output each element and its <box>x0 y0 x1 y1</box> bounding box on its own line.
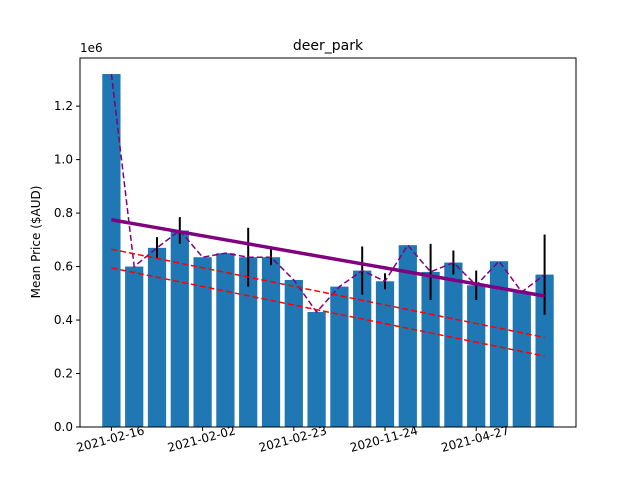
bar-13 <box>398 245 417 427</box>
x-tick-label-0: 2021-02-16 <box>75 423 146 455</box>
bound-line-2 <box>111 248 545 339</box>
y-axis-ticks: 0.0 0.2 0.4 0.6 0.8 1.0 1.2 <box>54 99 80 434</box>
bar-15 <box>444 262 463 427</box>
y-tick-label-0: 0.0 <box>54 420 73 434</box>
bound-line-3 <box>111 267 545 357</box>
y-tick-label-1: 0.2 <box>54 367 73 381</box>
bar-7 <box>261 257 281 427</box>
bar-4 <box>193 257 212 427</box>
x-tick-label-4: 2021-04-27 <box>440 423 511 455</box>
x-tick-label-3: 2020-11-24 <box>348 423 419 455</box>
overlay-lines-layer <box>110 73 546 357</box>
bar-11 <box>353 270 372 427</box>
bar-6 <box>239 257 258 427</box>
x-axis-ticks: 2021-02-16 2021-02-02 2021-02-23 2020-11-24… <box>75 423 511 455</box>
bar-16 <box>467 285 486 427</box>
bar-3 <box>170 230 189 427</box>
bar-14 <box>421 271 440 427</box>
bar-9 <box>307 312 326 427</box>
plot-frame <box>79 57 577 428</box>
x-tick-label-1: 2021-02-02 <box>166 423 237 455</box>
y-tick-label-6: 1.2 <box>54 99 73 113</box>
y-tick-label-2: 0.4 <box>54 313 73 327</box>
y-tick-label-3: 0.6 <box>54 260 73 274</box>
y-axis-label: Mean Price ($AUD) <box>29 186 43 299</box>
error-bars-layer <box>156 217 546 315</box>
y-tick-label-4: 0.8 <box>54 206 73 220</box>
bar-2 <box>147 247 167 427</box>
bar-5 <box>216 253 235 427</box>
y-axis-multiplier: 1e6 <box>80 41 103 55</box>
x-tick-label-2: 2021-02-23 <box>257 423 328 455</box>
bar-17 <box>489 261 509 427</box>
y-tick-label-5: 1.0 <box>54 153 73 167</box>
bar-8 <box>284 279 303 427</box>
bar-1 <box>125 266 144 427</box>
bar-18 <box>512 291 531 427</box>
bar-10 <box>330 286 349 427</box>
bar-0 <box>102 74 121 427</box>
mean-line-0 <box>110 73 546 314</box>
bar-19 <box>535 274 554 427</box>
bar-12 <box>375 281 395 427</box>
chart-title: deer_park <box>293 38 364 54</box>
trend-line-1 <box>111 218 545 298</box>
bars-layer <box>102 74 554 427</box>
